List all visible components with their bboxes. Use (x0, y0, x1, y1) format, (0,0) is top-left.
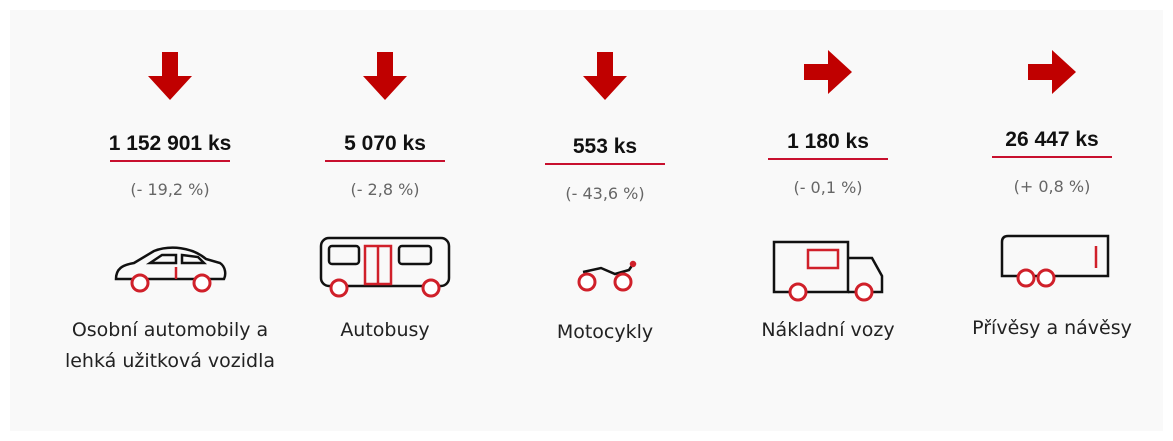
bus-icon (319, 236, 451, 298)
car-icon (114, 246, 227, 293)
label: Motocykly (556, 321, 654, 343)
value: 1 180 ks (787, 130, 869, 153)
trend-arrow (148, 52, 192, 100)
trend-arrow (1028, 50, 1076, 94)
change: (- 19,2 %) (130, 180, 210, 199)
change: (+ 0,8 %) (1013, 177, 1091, 196)
underline (768, 158, 888, 160)
trailer-icon (1000, 234, 1110, 288)
label: Nákladní vozy (761, 319, 895, 341)
value: 553 ks (572, 135, 638, 158)
value: 1 152 901 ks (108, 132, 232, 155)
motorcycle-icon (577, 260, 637, 292)
trend-arrow (363, 52, 407, 100)
label: Přívěsy a návěsy (972, 317, 1132, 339)
trend-arrow (583, 52, 627, 100)
change: (- 43,6 %) (565, 184, 645, 203)
underline (545, 163, 665, 165)
change: (- 0,1 %) (793, 178, 863, 197)
underline (325, 160, 445, 162)
underline (992, 156, 1112, 158)
label: Osobní automobily a lehká užitková vozid… (64, 319, 276, 372)
value: 26 447 ks (1005, 128, 1099, 151)
value: 5 070 ks (344, 132, 426, 155)
change: (- 2,8 %) (350, 180, 420, 199)
truck-icon (772, 240, 884, 302)
panel: 1 152 901 ks (- 19,2 %) Osobní automobil… (10, 10, 1163, 431)
label: Autobusy (340, 319, 430, 341)
trend-arrow (804, 50, 852, 94)
underline (110, 160, 230, 162)
